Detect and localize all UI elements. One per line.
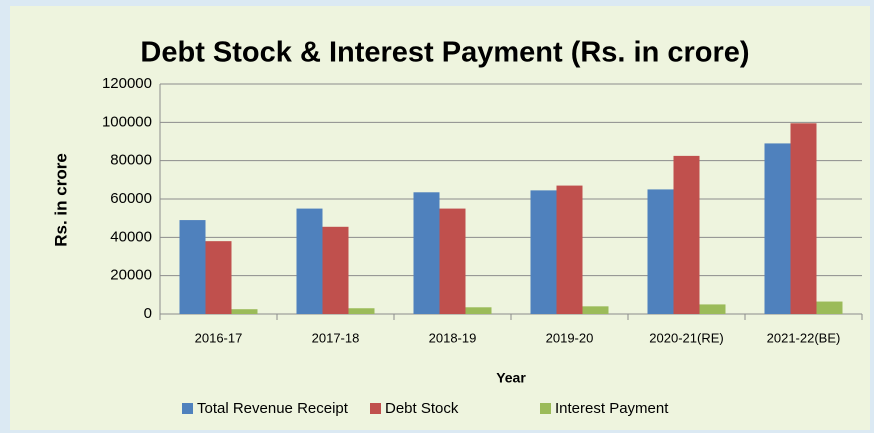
legend-swatch — [370, 403, 381, 414]
bar — [348, 308, 375, 314]
bar — [231, 309, 258, 314]
y-tick-label: 0 — [144, 305, 152, 322]
y-axis-label: Rs. in crore — [51, 153, 70, 247]
bar — [673, 155, 700, 314]
bar — [582, 306, 609, 314]
x-tick-label: 2018-19 — [429, 330, 477, 345]
bar — [179, 220, 206, 314]
bar — [296, 208, 323, 314]
legend-label: Debt Stock — [385, 400, 459, 417]
bar — [530, 190, 557, 314]
bar — [465, 307, 492, 314]
chart-title: Debt Stock & Interest Payment (Rs. in cr… — [140, 37, 749, 69]
x-axis-label: Year — [496, 370, 526, 386]
bar — [413, 192, 440, 314]
x-tick-label: 2021-22(BE) — [767, 330, 841, 345]
y-tick-label: 40000 — [110, 228, 152, 245]
bar — [556, 185, 583, 314]
bar — [205, 241, 232, 314]
bar — [699, 304, 726, 314]
x-tick-label: 2020-21(RE) — [649, 330, 723, 345]
x-tick-label: 2017-18 — [312, 330, 360, 345]
bar — [647, 189, 674, 314]
bar — [790, 123, 817, 315]
legend-swatch — [182, 403, 193, 414]
x-tick-label: 2019-20 — [546, 330, 594, 345]
y-tick-label: 20000 — [110, 267, 152, 284]
legend-label: Interest Payment — [555, 400, 669, 417]
bar — [764, 143, 791, 314]
legend-label: Total Revenue Receipt — [197, 400, 349, 417]
bar — [816, 301, 843, 314]
y-tick-label: 80000 — [110, 152, 152, 169]
bar — [439, 208, 466, 314]
y-tick-label: 120000 — [102, 75, 152, 92]
y-tick-label: 60000 — [110, 190, 152, 207]
y-tick-label: 100000 — [102, 113, 152, 130]
x-tick-label: 2016-17 — [195, 330, 243, 345]
legend-swatch — [540, 403, 551, 414]
bar — [322, 226, 349, 314]
